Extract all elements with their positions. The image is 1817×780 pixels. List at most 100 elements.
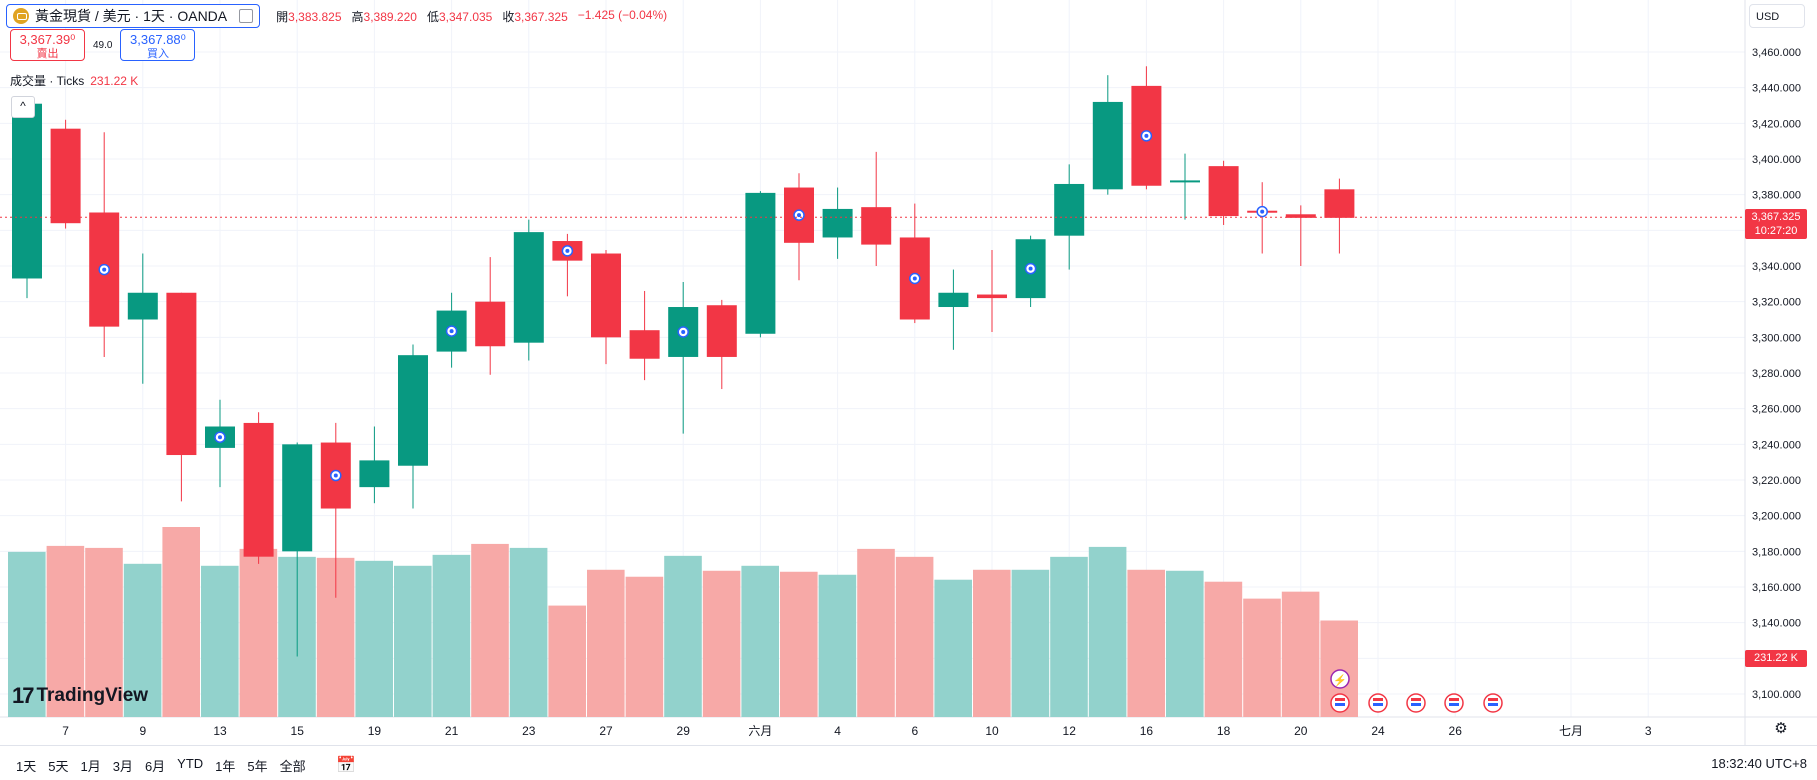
us-flag-stripe — [1411, 698, 1421, 701]
candle-body — [127, 292, 158, 320]
range-1d[interactable]: 1天 — [16, 759, 37, 774]
change-value: −1.425 (−0.04%) — [577, 7, 668, 22]
candle-body — [1054, 183, 1085, 236]
event-marker-dot — [1260, 209, 1265, 214]
tradingview-logo-icon: 17 — [12, 683, 35, 708]
range-1m[interactable]: 1月 — [80, 759, 101, 774]
price-tick-label: 3,220.000 — [1752, 475, 1801, 487]
volume-bar — [1050, 556, 1088, 717]
volume-bar — [432, 554, 471, 717]
candle-body — [475, 301, 506, 347]
candle-body — [282, 444, 313, 552]
us-flag-stripe — [1411, 703, 1421, 706]
time-tick-label: 13 — [213, 724, 227, 738]
time-tick-label: 18 — [1217, 724, 1231, 738]
candle-body — [977, 294, 1007, 299]
compare-square-icon[interactable] — [239, 9, 254, 23]
volume-bar — [162, 527, 200, 717]
range-5d[interactable]: 5天 — [48, 759, 69, 774]
price-tick-label: 3,260.000 — [1752, 404, 1801, 416]
countdown-value: 10:27:20 — [1754, 225, 1798, 237]
price-tick-label: 3,460.000 — [1752, 47, 1801, 59]
candle-body — [938, 292, 969, 308]
price-chart[interactable]: 3,460.000 3,440.000 3,420.000 3,400.000 3,38… — [0, 0, 1817, 745]
volume-bar — [587, 569, 625, 717]
volume-bar — [857, 548, 895, 717]
candle-body — [822, 208, 853, 238]
range-ytd[interactable]: YTD — [177, 756, 204, 771]
candle-body — [398, 355, 428, 466]
us-flag-stripe — [1488, 703, 1498, 706]
us-flag-stripe — [1449, 698, 1459, 701]
trade-panel: 3,367.39⁰ 賣出 49.0 3,367.88⁰ 買入 — [10, 29, 196, 61]
candle-body — [1208, 166, 1239, 217]
time-tick-label: 七月 — [1559, 724, 1583, 738]
price-tick-label: 3,300.000 — [1752, 332, 1801, 344]
range-1y[interactable]: 1年 — [215, 759, 236, 774]
last-price-value: 3,367.325 — [1751, 211, 1801, 223]
volume-bar — [780, 571, 818, 717]
us-flag-stripe — [1488, 698, 1498, 701]
event-marker-dot — [102, 267, 107, 272]
close-value: 3,367.325 — [514, 9, 568, 24]
volume-bar — [973, 569, 1011, 717]
time-tick-label: 20 — [1294, 724, 1308, 738]
time-tick-label: 7 — [62, 724, 69, 738]
sell-label: 賣出 — [36, 48, 59, 60]
tradingview-logo: 17 TradingView — [12, 683, 148, 709]
volume-bar — [741, 565, 779, 717]
event-marker-dot — [333, 473, 338, 478]
high-label: 高 — [351, 9, 364, 24]
lightning-event-icon — [1330, 669, 1350, 689]
chart-legend: 黃金現貨 / 美元 · 1天 · OANDA 開3,383.825 高3,389… — [6, 4, 667, 28]
spread-value: 49.0 — [93, 39, 113, 51]
price-tick-label: 3,420.000 — [1752, 118, 1801, 130]
price-tick-label: 3,140.000 — [1752, 618, 1801, 630]
sell-button[interactable]: 3,367.39⁰ 賣出 — [10, 29, 85, 61]
event-marker-dot — [681, 329, 686, 334]
symbol-title: 黃金現貨 / 美元 · 1天 · OANDA — [35, 8, 228, 24]
price-tick-label: 3,340.000 — [1752, 261, 1801, 273]
candle-body — [1092, 101, 1123, 190]
candle-body — [745, 192, 776, 334]
time-tick-label: 9 — [139, 724, 146, 738]
volume-bar — [1127, 569, 1165, 717]
event-marker-dot — [1144, 133, 1149, 138]
volume-bar — [818, 574, 857, 717]
price-tick-label: 3,240.000 — [1752, 439, 1801, 451]
ohlc-values: 開3,383.825 高3,389.220 低3,347.035 收3,367.… — [276, 8, 667, 25]
buy-label: 買入 — [146, 48, 169, 60]
currency-selector[interactable]: USD — [1749, 4, 1805, 28]
settings-gear-icon[interactable]: ⚙ — [1774, 720, 1788, 737]
symbol-selector[interactable]: 黃金現貨 / 美元 · 1天 · OANDA — [6, 4, 261, 28]
price-tick-label: 3,100.000 — [1752, 689, 1801, 701]
price-tick-label: 3,280.000 — [1752, 368, 1801, 380]
candle-body — [166, 292, 197, 456]
volume-bar — [625, 576, 664, 717]
range-all[interactable]: 全部 — [279, 759, 306, 774]
time-tick-label: 12 — [1063, 724, 1077, 738]
volume-bar — [702, 570, 741, 717]
range-6m[interactable]: 6月 — [144, 759, 166, 774]
goto-date-calendar-icon[interactable]: 📅 — [336, 757, 356, 774]
buy-button[interactable]: 3,367.88⁰ 買入 — [120, 29, 196, 61]
buy-price: 3,367.88⁰ — [130, 32, 186, 47]
volume-bar — [46, 545, 85, 717]
time-tick-label: 26 — [1449, 724, 1463, 738]
time-tick-label: 27 — [599, 724, 613, 738]
price-tick-label: 3,440.000 — [1752, 83, 1801, 95]
low-label: 低 — [426, 9, 439, 24]
us-flag-stripe — [1335, 698, 1345, 701]
open-value: 3,383.825 — [288, 9, 342, 24]
range-3m[interactable]: 3月 — [112, 759, 133, 774]
gold-symbol-icon — [13, 8, 29, 24]
candle-body — [861, 207, 892, 245]
range-5y[interactable]: 5年 — [247, 759, 268, 774]
event-marker-dot — [912, 276, 917, 281]
collapse-chevron-up-icon[interactable]: ^ — [11, 96, 35, 118]
volume-legend-value: 231.22 K — [90, 74, 139, 88]
volume-bar — [355, 560, 393, 717]
volume-legend-label: 成交量 · Ticks — [10, 74, 85, 88]
clock-timezone[interactable]: 18:32:40 UTC+8 — [1711, 756, 1807, 771]
open-label: 開 — [276, 9, 289, 24]
